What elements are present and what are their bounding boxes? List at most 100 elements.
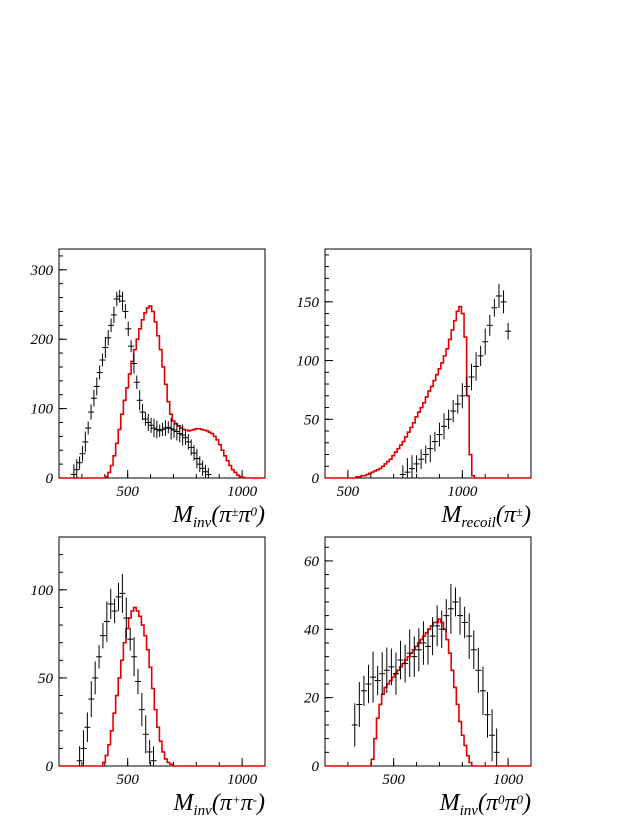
data-point: [447, 583, 454, 634]
data-point: [79, 445, 86, 462]
plot-frame: [58, 536, 266, 767]
x-axis-label-part: (π: [211, 502, 232, 528]
y-tick-label: 0: [312, 759, 320, 775]
data-point: [115, 582, 122, 611]
data-point: [392, 652, 399, 695]
data-point: [484, 691, 491, 738]
x-tick-label: 500: [337, 484, 360, 500]
x-axis-label-part: (π: [496, 502, 517, 528]
data-point: [441, 413, 448, 440]
data-point: [105, 330, 112, 346]
data-point: [82, 431, 89, 453]
x-axis-label-part: M: [173, 790, 196, 816]
data-point: [146, 739, 153, 764]
y-tick-label: 0: [46, 759, 54, 775]
data-point: [379, 652, 386, 696]
data-point: [88, 681, 95, 718]
x-axis-label-part: inv: [193, 515, 212, 531]
y-tick-label: 50: [38, 671, 54, 687]
data-point: [142, 412, 149, 426]
data-point: [411, 636, 418, 677]
data-point: [182, 430, 189, 445]
y-tick-label: 100: [297, 354, 320, 370]
data-point: [477, 345, 484, 367]
model-histogram: [59, 606, 265, 767]
data-point: [131, 637, 138, 677]
data-point: [123, 597, 130, 639]
x-tick-label: 1000: [447, 484, 478, 500]
data-point: [145, 413, 152, 432]
model-histogram: [325, 305, 531, 479]
data-point: [139, 404, 146, 421]
data-point: [415, 628, 422, 672]
x-axis-label-part: 0: [517, 792, 524, 807]
data-point: [482, 328, 489, 355]
y-tick-label: 0: [312, 471, 320, 487]
data-point: [459, 383, 466, 409]
x-axis-label-part: +: [232, 792, 241, 807]
data-point: [408, 455, 415, 478]
data-point: [150, 746, 157, 766]
data-point: [110, 306, 117, 324]
x-axis-label-part: inv: [460, 803, 479, 819]
data-point: [457, 596, 464, 635]
data-point: [351, 703, 358, 747]
data-point: [402, 644, 409, 683]
data-point: [466, 613, 473, 659]
data-point: [93, 377, 100, 396]
data-point: [205, 467, 212, 478]
data-point: [99, 622, 106, 649]
y-tick-label: 20: [304, 691, 320, 707]
y-tick-label: 40: [304, 622, 320, 638]
x-axis-label: Mrecoil(π±): [440, 502, 531, 531]
data-point: [475, 647, 482, 693]
data-point: [133, 375, 140, 390]
data-point: [134, 668, 141, 695]
data-point: [422, 445, 429, 464]
data-point: [130, 353, 137, 374]
data-point: [470, 630, 477, 670]
data-point: [138, 693, 145, 727]
data-point: [196, 456, 203, 472]
data-point: [103, 601, 110, 642]
data-point: [128, 340, 135, 353]
x-axis-label-part: ): [255, 502, 265, 528]
x-axis-label-part: π: [504, 790, 517, 816]
data-point: [148, 417, 155, 433]
data-point: [122, 304, 129, 319]
data-point: [463, 376, 470, 396]
data-point: [125, 321, 132, 337]
data-point: [461, 606, 468, 639]
data-point: [150, 418, 157, 438]
x-axis-label: Minv(π±π0): [172, 502, 265, 531]
data-point: [92, 661, 99, 695]
data-point: [399, 465, 406, 478]
y-tick-label: 100: [31, 402, 54, 418]
x-axis-label-part: (π: [478, 790, 499, 816]
data-point: [404, 458, 411, 478]
x-axis-label-part: π: [238, 502, 251, 528]
x-axis-label-part: (π: [212, 790, 233, 816]
y-tick-label: 60: [304, 554, 320, 570]
data-point: [199, 460, 206, 477]
x-axis-label-part: 0: [251, 504, 258, 519]
plot-frame: [58, 248, 266, 479]
data-point: [142, 715, 149, 754]
data-point: [468, 363, 475, 391]
data-point: [176, 424, 183, 443]
x-axis-label-part: ): [521, 790, 531, 816]
model-histogram: [325, 618, 531, 767]
data-point: [70, 464, 77, 478]
y-tick-label: 50: [304, 412, 320, 428]
x-axis-label: Minv(π+π-): [173, 790, 266, 819]
data-point: [108, 318, 115, 333]
y-tick-label: 100: [31, 583, 54, 599]
data-point: [489, 709, 496, 762]
plot-frame: [324, 536, 532, 767]
data-point: [473, 352, 480, 381]
x-tick-label: 1000: [493, 772, 524, 788]
data-point: [413, 455, 420, 473]
data-point: [454, 394, 461, 414]
